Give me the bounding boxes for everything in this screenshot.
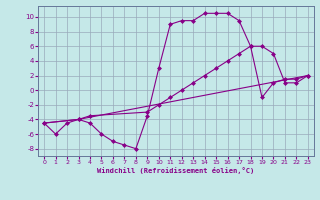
X-axis label: Windchill (Refroidissement éolien,°C): Windchill (Refroidissement éolien,°C): [97, 167, 255, 174]
